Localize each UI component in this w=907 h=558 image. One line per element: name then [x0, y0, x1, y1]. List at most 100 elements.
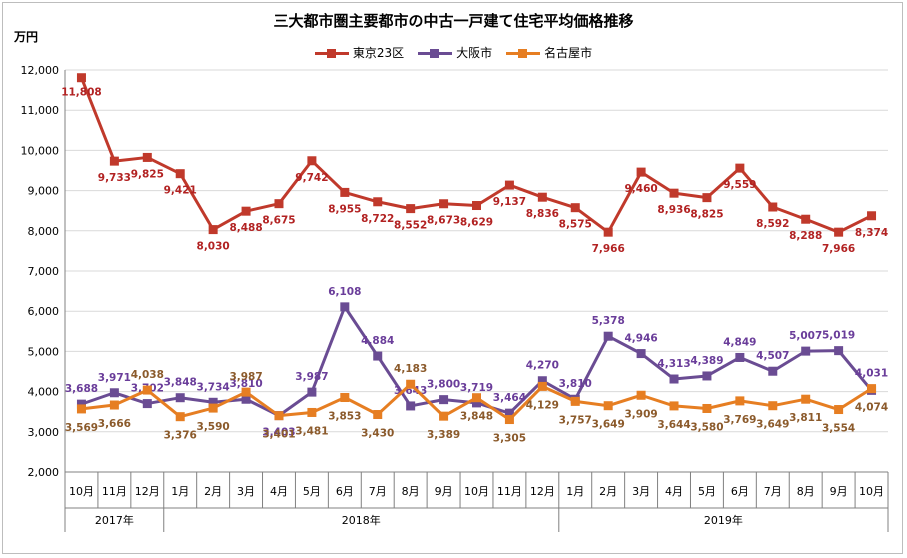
data-label: 3,810	[229, 378, 262, 390]
x-tick-label: 7月	[369, 485, 387, 498]
x-tick-label: 10月	[69, 485, 94, 498]
data-point	[307, 156, 317, 166]
legend-label-osaka: 大阪市	[456, 46, 493, 60]
data-point	[340, 302, 350, 312]
data-label: 3,590	[197, 421, 230, 433]
data-label: 3,649	[756, 419, 789, 431]
data-label: 4,074	[855, 402, 888, 414]
data-label: 4,884	[361, 335, 394, 347]
x-tick-label: 6月	[731, 485, 749, 498]
legend-item-osaka[interactable]: 大阪市	[418, 44, 492, 61]
data-label: 4,313	[657, 358, 690, 370]
x-tick-label: 2月	[204, 485, 222, 498]
data-label: 9,559	[723, 179, 756, 191]
data-label: 9,742	[295, 172, 328, 184]
data-label: 3,649	[592, 419, 625, 431]
data-point	[768, 401, 778, 411]
data-point	[702, 371, 712, 381]
y-tick-label: 9,000	[28, 185, 60, 198]
year-label: 2019年	[704, 513, 743, 527]
legend-item-tokyo[interactable]: 東京23区	[314, 44, 404, 61]
x-tick-label: 12月	[135, 485, 160, 498]
legend-swatch-nagoya	[506, 47, 541, 59]
y-tick-label: 5,000	[28, 345, 60, 358]
legend-item-nagoya[interactable]: 名古屋市	[506, 44, 592, 61]
data-label: 9,460	[624, 183, 657, 195]
data-point	[504, 180, 514, 190]
data-point	[208, 397, 218, 407]
data-label: 8,030	[197, 241, 230, 253]
data-point	[537, 376, 547, 386]
data-point	[570, 396, 580, 406]
data-label: 7,966	[822, 243, 855, 255]
x-tick-label: 1月	[171, 485, 189, 498]
y-tick-label: 3,000	[28, 426, 60, 439]
data-point	[274, 411, 284, 421]
data-label: 3,305	[493, 433, 526, 445]
data-point	[472, 393, 481, 403]
data-point	[142, 385, 152, 395]
data-point	[570, 203, 580, 213]
data-label: 8,575	[559, 219, 592, 231]
data-label: 9,137	[493, 196, 526, 208]
legend-label-nagoya: 名古屋市	[544, 46, 593, 60]
data-label: 4,946	[624, 333, 657, 345]
data-point	[109, 388, 119, 398]
x-tick-label: 3月	[237, 485, 255, 498]
data-point	[801, 346, 811, 356]
data-point	[801, 214, 811, 224]
legend-swatch-osaka	[418, 47, 453, 59]
legend: 東京23区 大阪市 名古屋市	[0, 44, 907, 61]
data-label: 8,936	[657, 204, 690, 216]
x-tick-label: 4月	[270, 485, 288, 498]
data-label: 8,592	[756, 218, 789, 230]
y-tick-label: 4,000	[28, 386, 60, 399]
data-point	[472, 398, 481, 408]
x-tick-label: 5月	[303, 485, 321, 498]
data-point	[307, 407, 317, 417]
data-label: 11,808	[61, 87, 102, 99]
data-point	[307, 387, 317, 397]
data-point	[537, 381, 547, 391]
data-point	[801, 394, 811, 404]
data-label: 3,376	[164, 430, 197, 442]
data-label: 8,955	[328, 203, 361, 215]
x-tick-label: 8月	[402, 485, 420, 498]
data-point	[472, 201, 481, 211]
x-tick-label: 6月	[336, 485, 354, 498]
data-point	[76, 399, 86, 409]
data-label: 4,038	[131, 369, 164, 381]
data-point	[735, 352, 745, 362]
data-label: 8,836	[526, 208, 559, 220]
data-point	[702, 403, 712, 413]
data-point	[406, 401, 416, 411]
data-label: 4,270	[526, 360, 559, 372]
year-label: 2018年	[342, 513, 381, 527]
x-tick-label: 10月	[464, 485, 489, 498]
data-point	[142, 399, 152, 409]
data-label: 8,374	[855, 227, 888, 239]
data-point	[702, 193, 712, 203]
data-point	[537, 192, 547, 202]
data-point	[735, 163, 745, 173]
data-point	[439, 199, 449, 209]
data-label: 9,825	[131, 168, 164, 180]
data-point	[834, 405, 844, 415]
data-point	[768, 202, 778, 212]
data-label: 3,403	[262, 427, 295, 439]
data-label: 8,629	[460, 217, 493, 229]
x-tick-label: 3月	[632, 485, 650, 498]
data-label: 3,734	[197, 381, 230, 393]
data-label: 3,909	[624, 408, 657, 420]
data-label: 4,849	[723, 336, 756, 348]
data-point	[867, 211, 877, 221]
x-tick-label: 7月	[764, 485, 782, 498]
y-tick-label: 11,000	[21, 104, 60, 117]
data-point	[274, 199, 284, 209]
data-point	[406, 379, 416, 389]
chart-title: 三大都市圏主要都市の中古一戸建て住宅平均価格推移	[273, 12, 634, 30]
data-label: 4,129	[526, 399, 559, 411]
data-point	[109, 156, 119, 166]
data-point	[373, 351, 383, 361]
